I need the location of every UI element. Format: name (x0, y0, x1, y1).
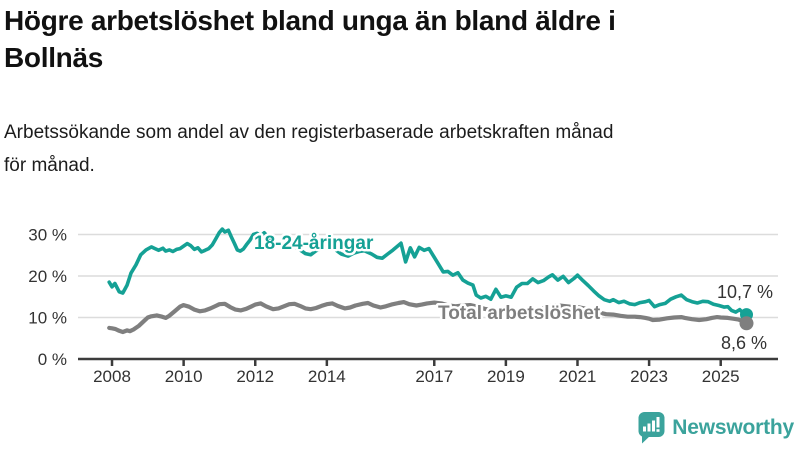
x-axis-tick-label: 2017 (415, 367, 453, 386)
x-axis-tick-label: 2021 (559, 367, 597, 386)
series-line (107, 300, 749, 335)
series-label: Total arbetslöshet (438, 303, 601, 324)
series-end-value-label: 8,6 % (721, 333, 767, 353)
x-axis-tick-label: 2014 (308, 367, 346, 386)
newsworthy-branding: Newsworthy (638, 411, 794, 444)
series-line (107, 227, 749, 317)
series-end-dot (739, 316, 754, 331)
y-axis-tick-label: 10 % (28, 309, 67, 328)
y-axis-tick-label: 0 % (38, 350, 67, 369)
series-label: 18-24-åringar (254, 233, 374, 254)
series-end-value-label: 10,7 % (717, 282, 773, 302)
y-axis-tick-label: 20 % (28, 267, 67, 286)
y-axis-tick-label: 30 % (28, 226, 67, 245)
page-title: Högre arbetslöshet bland unga än bland ä… (4, 5, 616, 73)
x-axis-tick-label: 2008 (93, 367, 131, 386)
x-axis-tick-label: 2019 (487, 367, 525, 386)
x-axis-tick-label: 2010 (165, 367, 203, 386)
x-axis-tick-label: 2025 (702, 367, 740, 386)
x-axis-tick-label: 2023 (630, 367, 668, 386)
newsworthy-wordmark: Newsworthy (672, 415, 794, 439)
newsworthy-logo-icon (638, 412, 665, 444)
x-axis-tick-label: 2012 (236, 367, 274, 386)
chart-subtitle: Arbetssökande som andel av den registerb… (4, 122, 614, 176)
